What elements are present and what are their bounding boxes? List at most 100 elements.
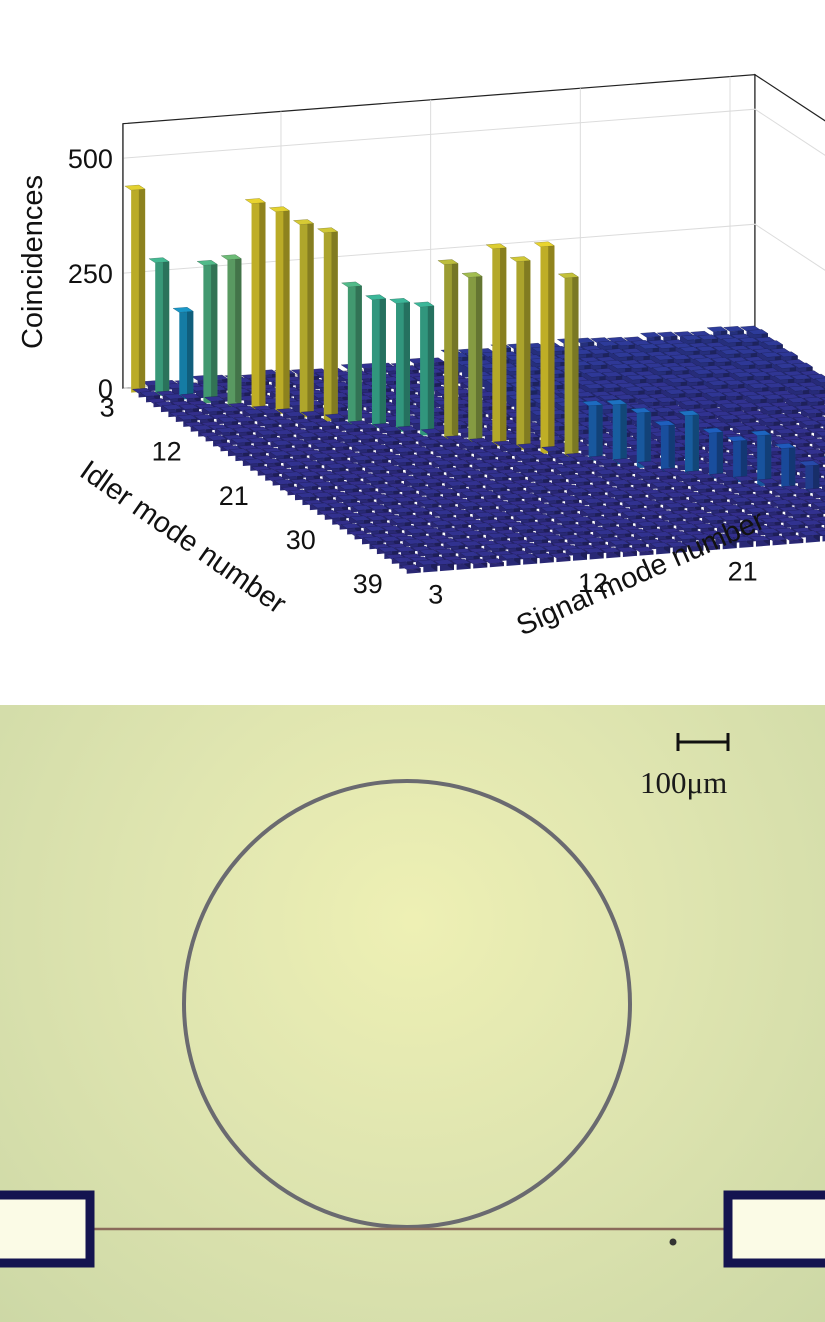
bar-face-top [653,354,675,361]
bar-face-top [747,383,769,389]
bar-face-top [640,385,662,392]
bar-face-top [697,334,719,341]
bar-face-side [764,430,772,486]
bar-face-top [749,425,772,431]
bar-face-top [623,386,646,392]
bar-face-top [720,402,742,409]
bar-face-top [598,394,620,401]
bar-face-side [259,198,266,410]
bar-face-side [644,407,651,468]
bar-face-top [816,420,825,426]
bar-face-top [747,329,769,335]
bar-face-side [500,243,507,446]
bar-face-side [235,254,242,406]
bar-face-top [772,439,794,445]
bar-face-top [668,365,690,372]
bar-face-top [708,368,730,375]
bar-face-top [719,349,741,355]
bar-face-top [774,428,796,434]
bar-face-top [651,366,673,372]
bar-face-side [307,219,314,417]
bar-face-top [803,397,825,403]
chart-bars [124,184,825,574]
bar-face-top [799,420,822,426]
bar-face-top [680,334,702,341]
chart-panel: 0250500312213039312213039 Coincidences I… [17,73,825,642]
bar-face-top [642,374,664,380]
bar-face-top [718,414,740,421]
bar-face-top [773,374,795,381]
bar-face-top [692,369,714,375]
bar-face-top [629,351,651,358]
bar-face-top [610,363,632,370]
bar-face-side [283,206,290,414]
bar-face-top [777,405,799,411]
bar-face-top [681,388,703,395]
bar-face-top [721,337,743,344]
bar-face-top [790,428,812,434]
bar-face-top [656,331,678,338]
bar-face-side [187,307,194,399]
bar-face-top [791,362,814,369]
bar-face-top [694,411,716,417]
bar-face-top [599,383,621,389]
bar-face-top [601,371,623,378]
bar-face-side [620,399,627,464]
bar-face-top [759,417,781,423]
bar-face-top [764,382,786,389]
bar-face-top [817,470,825,476]
bar-face-top [709,421,731,428]
bar-face-top [696,399,718,406]
bar [822,438,825,441]
bar-face-top [775,363,797,369]
bar-face-side [475,272,483,442]
bar-face-side [596,400,603,461]
bar-face-top [788,438,811,445]
bar-face-side [668,420,675,471]
bar-face-top [762,394,784,400]
bar-face-top [813,441,825,447]
bar-face-top [614,340,636,346]
bar-face-top [586,360,608,366]
bar-face-top [814,377,825,383]
bar-face-top [666,377,688,384]
bar-face-top [669,354,691,360]
bar-face-top [732,371,754,378]
bar-face-top [640,332,662,338]
bar-face-side [548,241,555,453]
bar-face-side [138,185,146,392]
bar [818,459,825,465]
bar-face-side [211,260,218,403]
bar-face-top [806,373,825,380]
bar-face-top [749,371,771,378]
bar-face-top [653,407,675,413]
bar-face-top [733,425,755,431]
bar-face-top [706,326,728,332]
bar-face-side [355,281,362,424]
bar-face-top [777,351,799,358]
bar-face-side [716,427,724,479]
bar-face-top [583,383,605,390]
bar-face-top [573,391,596,398]
bar-face-top [734,360,756,366]
bar-face-top [818,408,825,414]
bar-face-top [762,340,784,346]
bar-face-side [788,443,796,489]
bar-face-top [627,363,649,369]
coincidence-bar3d-chart: 0250500312213039312213039 Coincidences I… [17,73,825,642]
bar-face-top [679,400,701,406]
bar-face-top [822,438,825,441]
bar-face-top [678,346,701,352]
bar-face-top [682,377,705,383]
bar-face-top [821,385,825,389]
bar-face-side [572,272,579,457]
bar-face-top [805,385,825,391]
bar-face-top [751,359,773,366]
bar-face-top [738,337,760,343]
bar-face-side [427,301,435,435]
bar-face-top [638,397,660,403]
bar-face-side [692,410,699,475]
bar-face-top [735,414,757,420]
bar-face-top [655,397,677,403]
bar-face-top [721,391,744,397]
